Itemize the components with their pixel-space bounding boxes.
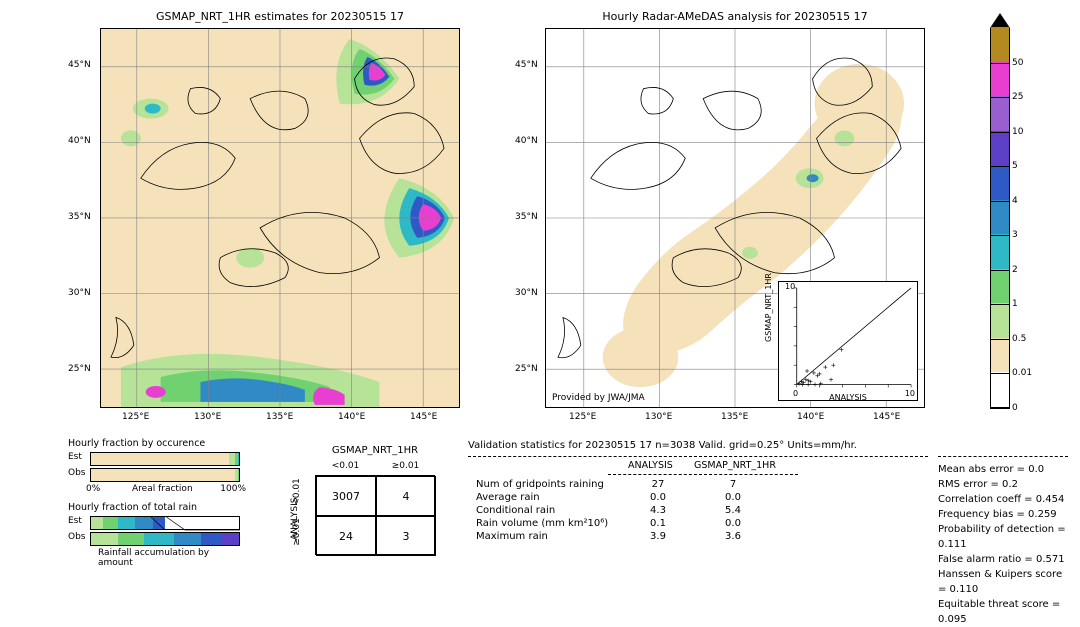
left-map-title: GSMAP_NRT_1HR estimates for 20230515 17 bbox=[100, 10, 460, 23]
left-y-30: 30°N bbox=[68, 288, 91, 298]
scatter-inset: ANALYSIS GSMAP_NRT_1HR 0 10 10 bbox=[778, 281, 918, 401]
left-y-25: 25°N bbox=[68, 364, 91, 374]
right-map-title: Hourly Radar-AMeDAS analysis for 2023051… bbox=[545, 10, 925, 23]
left-y-40: 40°N bbox=[68, 136, 91, 146]
left-x-135: 135°E bbox=[266, 412, 293, 422]
left-x-125: 125°E bbox=[122, 412, 149, 422]
left-map bbox=[100, 28, 460, 408]
occurrence-title: Hourly fraction by occurence bbox=[68, 438, 205, 449]
validation-stats: Validation statistics for 20230515 17 n=… bbox=[468, 440, 1068, 451]
scatter-ylabel: GSMAP_NRT_1HR bbox=[764, 273, 773, 342]
left-y-35: 35°N bbox=[68, 212, 91, 222]
left-x-140: 140°E bbox=[338, 412, 365, 422]
colorbar: 00.010.512345102550 bbox=[990, 28, 1010, 408]
totalrain-bars: Est Obs Rainfall accumulation by amount bbox=[90, 516, 240, 548]
left-x-145: 145°E bbox=[410, 412, 437, 422]
left-x-130: 130°E bbox=[194, 412, 221, 422]
provider-label: Provided by JWA/JMA bbox=[552, 393, 645, 403]
scatter-xlabel: ANALYSIS bbox=[779, 393, 917, 402]
totalrain-title: Hourly fraction of total rain bbox=[68, 502, 197, 513]
occurrence-bars: Est Obs 0% Areal fraction 100% bbox=[90, 452, 240, 484]
left-y-45: 45°N bbox=[68, 60, 91, 70]
right-map: Provided by JWA/JMA ANALYSIS GSMAP_NRT_1… bbox=[545, 28, 925, 408]
